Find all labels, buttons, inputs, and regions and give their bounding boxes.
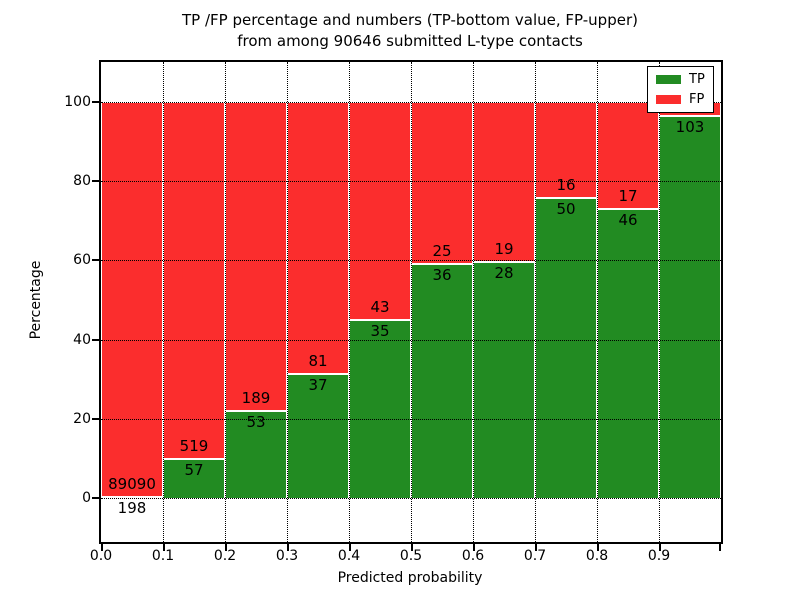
x-tick-label: 0.0 <box>89 548 113 564</box>
x-gridline <box>287 62 288 542</box>
bar-segment-tp <box>535 198 597 498</box>
x-gridline <box>163 62 164 542</box>
y-tick-label: 60 <box>73 252 91 268</box>
x-tick-label: 0.1 <box>151 548 175 564</box>
x-tick-mark <box>225 544 227 551</box>
x-gridline <box>349 62 350 542</box>
chart-title: TP /FP percentage and numbers (TP-bottom… <box>100 10 720 52</box>
bar-segment-tp <box>473 262 535 498</box>
fp-count-label: 19 <box>494 240 514 258</box>
tp-count-label: 36 <box>432 266 452 284</box>
x-gridline <box>535 62 536 542</box>
tp-count-label: 57 <box>184 461 204 479</box>
bar-segment-fp <box>163 102 225 459</box>
tp-color-swatch <box>656 75 681 84</box>
y-tick-mark <box>92 180 99 182</box>
x-tick-mark <box>597 544 599 551</box>
x-gridline <box>659 62 660 542</box>
x-tick-mark <box>101 544 103 551</box>
bar-segment-tp <box>597 209 659 498</box>
fp-count-label: 81 <box>308 352 328 370</box>
legend: TP FP <box>647 66 714 113</box>
bar-segment-fp <box>473 102 535 262</box>
x-tick-label: 0.8 <box>585 548 609 564</box>
y-axis-label: Percentage <box>28 260 44 340</box>
bar-segment-tp <box>659 116 721 498</box>
y-tick-mark <box>92 101 99 103</box>
y-tick-mark <box>92 259 99 261</box>
chart-title-line1: TP /FP percentage and numbers (TP-bottom… <box>182 11 638 29</box>
y-tick-mark <box>92 418 99 420</box>
fp-count-label: 519 <box>179 437 209 455</box>
tp-count-label: 198 <box>117 499 147 517</box>
x-tick-mark <box>163 544 165 551</box>
bar-segment-fp <box>287 102 349 374</box>
fp-color-swatch <box>656 95 681 104</box>
bar-segment-fp <box>225 102 287 411</box>
bar-segment-tp <box>101 497 163 498</box>
y-tick-label: 20 <box>73 411 91 427</box>
x-tick-label: 0.7 <box>523 548 547 564</box>
fp-count-label: 17 <box>618 187 638 205</box>
fp-count-label: 43 <box>370 298 390 316</box>
fp-count-label: 25 <box>432 242 452 260</box>
bar-segment-fp <box>101 102 163 497</box>
fp-count-label: 16 <box>556 176 576 194</box>
fp-count-label: 89090 <box>108 475 156 493</box>
y-tick-label: 100 <box>64 94 91 110</box>
x-tick-label: 0.9 <box>647 548 671 564</box>
x-tick-mark <box>473 544 475 551</box>
x-tick-label: 0.4 <box>337 548 361 564</box>
y-tick-label: 0 <box>82 490 91 506</box>
x-tick-label: 0.5 <box>399 548 423 564</box>
x-tick-mark <box>349 544 351 551</box>
x-tick-label: 0.2 <box>213 548 237 564</box>
chart-title-line2: from among 90646 submitted L-type contac… <box>237 32 583 50</box>
bar-segment-tp <box>349 320 411 498</box>
x-tick-mark <box>659 544 661 551</box>
bar-segment-fp <box>411 102 473 264</box>
legend-item-fp: FP <box>656 93 705 106</box>
legend-item-tp: TP <box>656 73 705 86</box>
bar-segment-tp <box>287 374 349 498</box>
x-gridline <box>597 62 598 542</box>
x-gridline <box>225 62 226 542</box>
x-tick-mark <box>287 544 289 551</box>
bar-segment-tp <box>225 411 287 498</box>
x-axis-label: Predicted probability <box>337 570 483 586</box>
x-tick-mark <box>535 544 537 551</box>
y-tick-mark <box>92 497 99 499</box>
bar-segment-fp <box>349 102 411 320</box>
y-tick-mark <box>92 339 99 341</box>
y-tick-label: 80 <box>73 173 91 189</box>
y-tick-label: 40 <box>73 332 91 348</box>
x-tick-label: 0.3 <box>275 548 299 564</box>
plot-area: 89090 198 519 57 189 53 81 37 43 35 25 36 19 28 16 50 17… <box>92 60 723 551</box>
x-tick-label: 0.6 <box>461 548 485 564</box>
x-tick-mark <box>719 544 721 551</box>
fp-count-label: 189 <box>241 389 271 407</box>
tp-count-label: 103 <box>675 118 705 136</box>
tp-count-label: 46 <box>618 211 638 229</box>
x-gridline <box>411 62 412 542</box>
tp-count-label: 37 <box>308 376 328 394</box>
x-gridline <box>473 62 474 542</box>
legend-label-fp: FP <box>689 92 705 107</box>
bar-segment-tp <box>411 264 473 498</box>
tp-count-label: 35 <box>370 322 390 340</box>
tp-count-label: 28 <box>494 264 514 282</box>
legend-label-tp: TP <box>689 72 705 87</box>
tp-count-label: 53 <box>246 413 266 431</box>
x-tick-mark <box>411 544 413 551</box>
tp-count-label: 50 <box>556 200 576 218</box>
